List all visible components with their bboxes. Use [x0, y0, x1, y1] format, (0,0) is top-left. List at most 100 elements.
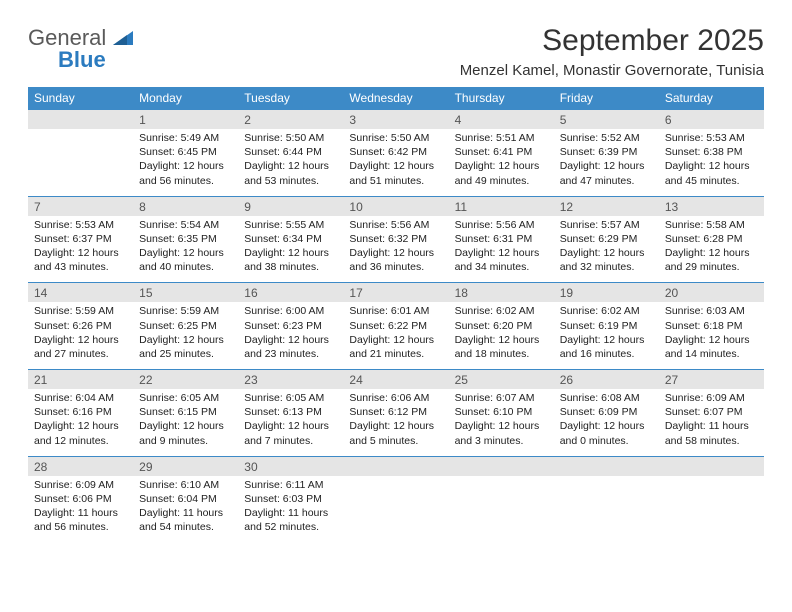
day-cell: Sunrise: 6:06 AMSunset: 6:12 PMDaylight:…	[343, 389, 448, 456]
daylight-text: Daylight: 12 hours and 9 minutes.	[139, 419, 232, 447]
day-cell: Sunrise: 6:11 AMSunset: 6:03 PMDaylight:…	[238, 476, 343, 543]
sunrise-text: Sunrise: 6:09 AM	[34, 478, 127, 492]
day-cell: Sunrise: 6:02 AMSunset: 6:19 PMDaylight:…	[554, 302, 659, 369]
daynum-row: 282930	[28, 456, 764, 476]
sunset-text: Sunset: 6:44 PM	[244, 145, 337, 159]
daylight-text: Daylight: 12 hours and 43 minutes.	[34, 246, 127, 274]
day-cell	[343, 476, 448, 543]
daynum-cell: 24	[343, 370, 448, 389]
day-cell: Sunrise: 6:07 AMSunset: 6:10 PMDaylight:…	[449, 389, 554, 456]
sunset-text: Sunset: 6:09 PM	[560, 405, 653, 419]
sunrise-text: Sunrise: 6:05 AM	[244, 391, 337, 405]
sunrise-text: Sunrise: 6:05 AM	[139, 391, 232, 405]
daylight-text: Daylight: 12 hours and 53 minutes.	[244, 159, 337, 187]
sunrise-text: Sunrise: 6:01 AM	[349, 304, 442, 318]
day-cell: Sunrise: 5:56 AMSunset: 6:31 PMDaylight:…	[449, 216, 554, 283]
content-row: Sunrise: 5:59 AMSunset: 6:26 PMDaylight:…	[28, 302, 764, 369]
daylight-text: Daylight: 12 hours and 5 minutes.	[349, 419, 442, 447]
daynum-cell: 15	[133, 283, 238, 302]
daylight-text: Daylight: 12 hours and 3 minutes.	[455, 419, 548, 447]
daynum-cell: 18	[449, 283, 554, 302]
daylight-text: Daylight: 12 hours and 27 minutes.	[34, 333, 127, 361]
title-block: September 2025 Menzel Kamel, Monastir Go…	[460, 24, 764, 79]
daylight-text: Daylight: 12 hours and 34 minutes.	[455, 246, 548, 274]
daynum-cell	[554, 457, 659, 476]
daynum-cell: 14	[28, 283, 133, 302]
daylight-text: Daylight: 11 hours and 58 minutes.	[665, 419, 758, 447]
sunrise-text: Sunrise: 6:02 AM	[455, 304, 548, 318]
daynum-cell	[659, 457, 764, 476]
day-cell: Sunrise: 6:04 AMSunset: 6:16 PMDaylight:…	[28, 389, 133, 456]
daynum-cell: 8	[133, 197, 238, 216]
daynum-cell: 29	[133, 457, 238, 476]
sunset-text: Sunset: 6:37 PM	[34, 232, 127, 246]
calendar-grid: SundayMondayTuesdayWednesdayThursdayFrid…	[28, 87, 764, 542]
daylight-text: Daylight: 12 hours and 25 minutes.	[139, 333, 232, 361]
sunrise-text: Sunrise: 6:04 AM	[34, 391, 127, 405]
daynum-cell	[343, 457, 448, 476]
location-text: Menzel Kamel, Monastir Governorate, Tuni…	[460, 62, 764, 79]
logo-triangle-icon	[113, 31, 133, 50]
daylight-text: Daylight: 12 hours and 7 minutes.	[244, 419, 337, 447]
day-cell: Sunrise: 6:09 AMSunset: 6:06 PMDaylight:…	[28, 476, 133, 543]
sunrise-text: Sunrise: 6:02 AM	[560, 304, 653, 318]
day-cell: Sunrise: 6:08 AMSunset: 6:09 PMDaylight:…	[554, 389, 659, 456]
header: General Blue September 2025 Menzel Kamel…	[28, 24, 764, 79]
sunset-text: Sunset: 6:10 PM	[455, 405, 548, 419]
month-title: September 2025	[460, 24, 764, 58]
sunset-text: Sunset: 6:42 PM	[349, 145, 442, 159]
daynum-cell: 23	[238, 370, 343, 389]
content-row: Sunrise: 5:53 AMSunset: 6:37 PMDaylight:…	[28, 216, 764, 283]
daynum-cell: 10	[343, 197, 448, 216]
daylight-text: Daylight: 12 hours and 38 minutes.	[244, 246, 337, 274]
daylight-text: Daylight: 12 hours and 49 minutes.	[455, 159, 548, 187]
day-cell: Sunrise: 5:55 AMSunset: 6:34 PMDaylight:…	[238, 216, 343, 283]
sunset-text: Sunset: 6:32 PM	[349, 232, 442, 246]
daynum-cell: 9	[238, 197, 343, 216]
day-cell: Sunrise: 5:59 AMSunset: 6:26 PMDaylight:…	[28, 302, 133, 369]
sunset-text: Sunset: 6:29 PM	[560, 232, 653, 246]
day-cell: Sunrise: 5:50 AMSunset: 6:44 PMDaylight:…	[238, 129, 343, 196]
day-cell: Sunrise: 5:51 AMSunset: 6:41 PMDaylight:…	[449, 129, 554, 196]
day-cell: Sunrise: 6:05 AMSunset: 6:15 PMDaylight:…	[133, 389, 238, 456]
sunset-text: Sunset: 6:06 PM	[34, 492, 127, 506]
day-cell	[554, 476, 659, 543]
sunset-text: Sunset: 6:19 PM	[560, 319, 653, 333]
sunset-text: Sunset: 6:07 PM	[665, 405, 758, 419]
daylight-text: Daylight: 12 hours and 56 minutes.	[139, 159, 232, 187]
daylight-text: Daylight: 12 hours and 21 minutes.	[349, 333, 442, 361]
sunset-text: Sunset: 6:15 PM	[139, 405, 232, 419]
calendar-page: General Blue September 2025 Menzel Kamel…	[0, 0, 792, 562]
sunrise-text: Sunrise: 6:11 AM	[244, 478, 337, 492]
sunset-text: Sunset: 6:35 PM	[139, 232, 232, 246]
day-cell: Sunrise: 6:05 AMSunset: 6:13 PMDaylight:…	[238, 389, 343, 456]
daynum-cell	[28, 110, 133, 129]
daynum-cell: 1	[133, 110, 238, 129]
weekday-header-row: SundayMondayTuesdayWednesdayThursdayFrid…	[28, 87, 764, 109]
weekday-header: Thursday	[449, 87, 554, 109]
daylight-text: Daylight: 11 hours and 54 minutes.	[139, 506, 232, 534]
sunset-text: Sunset: 6:28 PM	[665, 232, 758, 246]
sunrise-text: Sunrise: 5:57 AM	[560, 218, 653, 232]
day-cell: Sunrise: 6:01 AMSunset: 6:22 PMDaylight:…	[343, 302, 448, 369]
daylight-text: Daylight: 12 hours and 51 minutes.	[349, 159, 442, 187]
daylight-text: Daylight: 12 hours and 16 minutes.	[560, 333, 653, 361]
daynum-cell: 12	[554, 197, 659, 216]
day-cell: Sunrise: 6:03 AMSunset: 6:18 PMDaylight:…	[659, 302, 764, 369]
daylight-text: Daylight: 12 hours and 29 minutes.	[665, 246, 758, 274]
daynum-cell: 19	[554, 283, 659, 302]
sunset-text: Sunset: 6:25 PM	[139, 319, 232, 333]
sunrise-text: Sunrise: 5:55 AM	[244, 218, 337, 232]
sunrise-text: Sunrise: 6:03 AM	[665, 304, 758, 318]
daynum-cell: 11	[449, 197, 554, 216]
weekday-header: Saturday	[659, 87, 764, 109]
weekday-header: Sunday	[28, 87, 133, 109]
day-cell	[28, 129, 133, 196]
day-cell: Sunrise: 5:53 AMSunset: 6:37 PMDaylight:…	[28, 216, 133, 283]
daynum-cell: 13	[659, 197, 764, 216]
sunrise-text: Sunrise: 5:59 AM	[139, 304, 232, 318]
sunrise-text: Sunrise: 5:53 AM	[665, 131, 758, 145]
day-cell: Sunrise: 5:56 AMSunset: 6:32 PMDaylight:…	[343, 216, 448, 283]
daynum-cell: 2	[238, 110, 343, 129]
sunrise-text: Sunrise: 6:06 AM	[349, 391, 442, 405]
